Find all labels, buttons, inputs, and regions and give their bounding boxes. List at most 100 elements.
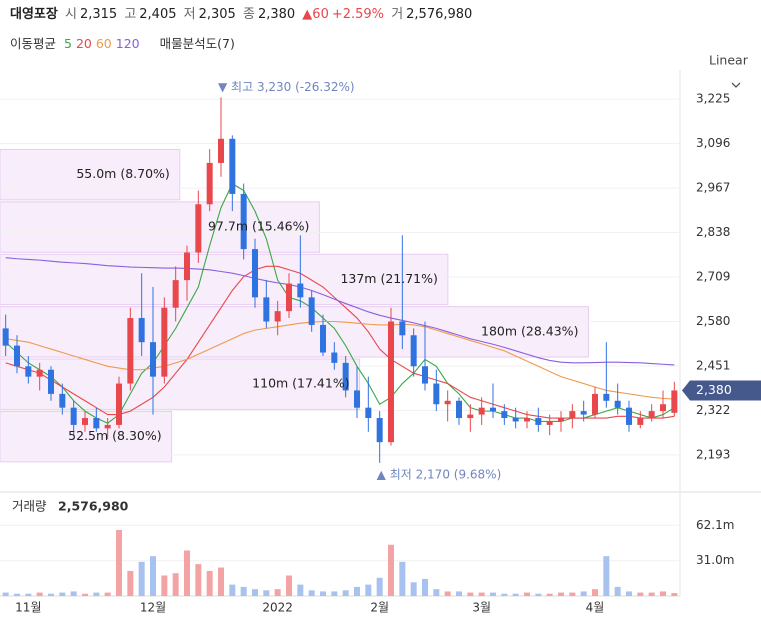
low-label: 저 bbox=[183, 7, 196, 22]
volume-bar bbox=[308, 590, 315, 596]
volume-bar bbox=[354, 586, 360, 596]
candle-body bbox=[626, 407, 632, 425]
volume-profile-label: 55.0m (8.70%) bbox=[76, 166, 169, 181]
volume-bar bbox=[286, 575, 292, 596]
candle-body bbox=[444, 400, 451, 405]
volume-bar bbox=[48, 593, 54, 596]
volume-bar bbox=[467, 592, 474, 596]
candle-body bbox=[25, 366, 32, 377]
ma-legend-item: 120 bbox=[115, 36, 140, 51]
candle-body bbox=[229, 138, 236, 194]
candle-body bbox=[184, 252, 190, 281]
high-annotation: ▼ 최고 3,230 (-26.32%) bbox=[218, 80, 355, 94]
candle-body bbox=[478, 407, 485, 415]
ma-legend[interactable]: 이동평균 5 20 60 120 매물분석도(7) bbox=[10, 33, 239, 52]
volume-bar bbox=[410, 582, 417, 596]
candle-body bbox=[660, 404, 666, 412]
candle-body bbox=[490, 407, 496, 412]
candle-body bbox=[592, 393, 598, 415]
volume-tick-label: 62.1m bbox=[696, 518, 734, 532]
volume-label: 거 bbox=[391, 7, 404, 22]
volume-bar bbox=[614, 586, 621, 596]
ma-legend-item: 20 bbox=[75, 36, 92, 51]
stock-name: 대영포장 bbox=[10, 7, 58, 22]
candle-body bbox=[558, 418, 564, 422]
volume-title: 거래량 bbox=[12, 499, 47, 514]
candle-body bbox=[637, 418, 644, 425]
candle-body bbox=[671, 390, 678, 413]
volume-bar bbox=[36, 592, 43, 596]
candle-body bbox=[512, 418, 519, 422]
y-tick-label: 2,451 bbox=[696, 358, 730, 372]
volume-bar bbox=[218, 567, 224, 596]
candle-body bbox=[388, 321, 394, 443]
candle-body bbox=[263, 297, 270, 322]
candle-body bbox=[342, 362, 349, 391]
volume-bar bbox=[376, 577, 383, 596]
candle-body bbox=[252, 249, 258, 298]
volume-bar bbox=[331, 591, 338, 596]
candle-body bbox=[138, 318, 145, 343]
volume-bar bbox=[580, 591, 587, 596]
volume-bar bbox=[524, 592, 530, 596]
change: ▲60 bbox=[302, 7, 329, 22]
volume-bar bbox=[104, 592, 111, 596]
candle-body bbox=[422, 366, 428, 384]
volume-bar bbox=[558, 592, 564, 596]
candle-body bbox=[399, 321, 406, 336]
candle-body bbox=[467, 414, 474, 419]
candle-body bbox=[648, 411, 655, 419]
candle-body bbox=[297, 283, 304, 298]
low-annotation: ▲ 최저 2,170 (9.68%) bbox=[377, 467, 502, 481]
volume-bar bbox=[320, 591, 326, 596]
volume-bar bbox=[206, 570, 213, 596]
volume-bar bbox=[172, 573, 179, 596]
candle-body bbox=[308, 297, 315, 325]
volume-bar bbox=[274, 589, 281, 596]
volume-bar bbox=[626, 591, 632, 596]
candle-body bbox=[365, 407, 372, 419]
volume-bar bbox=[388, 544, 394, 596]
volume-bar bbox=[138, 561, 145, 596]
volume-profile-label: 180m (28.43%) bbox=[481, 323, 578, 338]
volume-bar bbox=[637, 592, 644, 596]
y-tick-label: 2,322 bbox=[696, 403, 730, 417]
profile-label[interactable]: 매물분석도(7) bbox=[159, 36, 235, 51]
y-tick-label: 3,096 bbox=[696, 136, 730, 150]
volume-bar bbox=[2, 592, 9, 596]
candle-body bbox=[59, 393, 66, 408]
close-label: 종 bbox=[242, 7, 255, 22]
volume-bar bbox=[660, 591, 666, 596]
scale-selector[interactable]: Linear bbox=[709, 53, 749, 68]
candle-body bbox=[82, 418, 88, 425]
candle-body bbox=[206, 162, 213, 205]
header: 대영포장 시 2,315 고 2,405 저 2,305 종 2,380 ▲60 +2.5… bbox=[10, 3, 475, 22]
open-value: 2,315 bbox=[79, 7, 118, 22]
x-tick-label: 12월 bbox=[140, 601, 166, 615]
candle-body bbox=[376, 418, 383, 443]
candle-body bbox=[93, 418, 100, 429]
volume-bar bbox=[569, 592, 576, 596]
y-tick-label: 2,838 bbox=[696, 225, 730, 239]
dropdown-chevron[interactable] bbox=[731, 82, 741, 88]
volume-bar bbox=[671, 593, 678, 596]
volume-profile-band bbox=[0, 201, 320, 253]
volume-bar bbox=[25, 593, 32, 596]
candle-body bbox=[320, 324, 326, 353]
volume-profile-band bbox=[0, 148, 181, 201]
candle-body bbox=[331, 352, 338, 363]
volume-bar bbox=[535, 593, 542, 596]
candle-body bbox=[286, 283, 292, 312]
ma-items: 5 20 60 120 bbox=[64, 36, 144, 51]
low-value: 2,305 bbox=[198, 7, 236, 22]
volume-profile-label: 137m (21.71%) bbox=[340, 271, 437, 286]
volume-bar bbox=[603, 556, 610, 596]
candle-body bbox=[614, 400, 621, 408]
volume-bar bbox=[116, 529, 122, 596]
last-price-label: 2,380 bbox=[696, 382, 732, 397]
volume-bar bbox=[59, 592, 66, 596]
ma-line bbox=[5, 320, 675, 400]
candle-body bbox=[161, 307, 168, 377]
